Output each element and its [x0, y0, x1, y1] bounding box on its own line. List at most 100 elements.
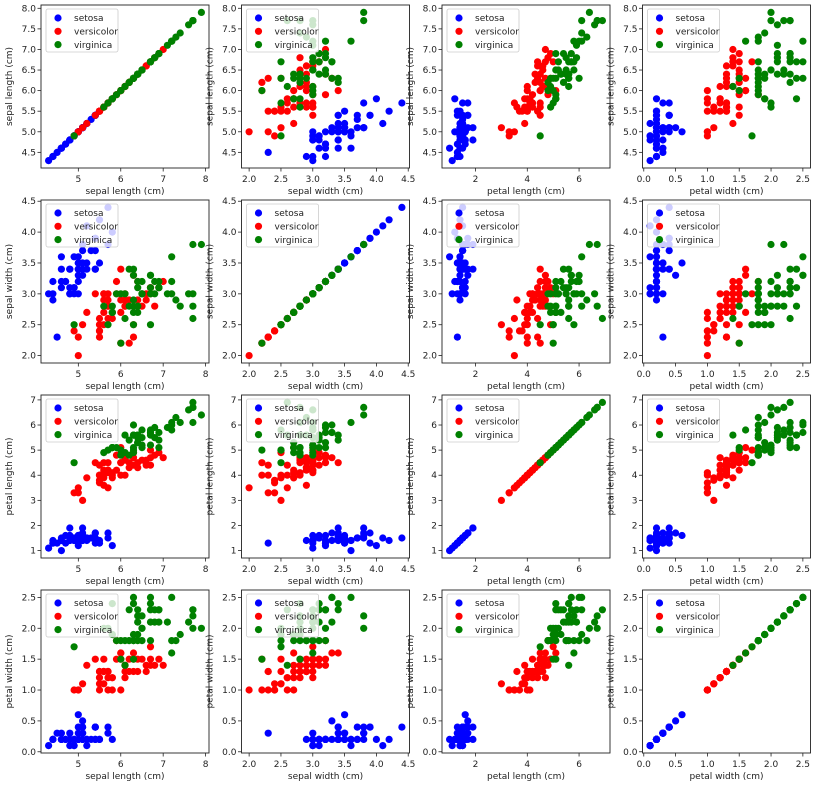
point-versicolor — [729, 296, 737, 304]
point-versicolor — [264, 667, 272, 676]
point-virginica — [562, 70, 570, 78]
point-virginica — [786, 398, 794, 406]
x-tick-label: 3.5 — [337, 370, 351, 380]
point-setosa — [372, 735, 380, 744]
point-virginica — [277, 643, 285, 651]
point-virginica — [729, 314, 737, 323]
point-versicolor — [112, 277, 121, 286]
point-setosa — [398, 723, 406, 731]
point-virginica — [189, 302, 197, 310]
y-tick-label: 4.0 — [623, 228, 638, 238]
point-virginica — [309, 637, 317, 645]
point-virginica — [792, 600, 801, 608]
point-setosa — [341, 735, 349, 744]
legend-label: setosa — [74, 14, 103, 24]
y-tick-label: 3 — [231, 496, 237, 506]
point-versicolor — [735, 459, 743, 467]
y-tick-label: 0.0 — [222, 748, 237, 758]
point-versicolor — [277, 496, 285, 504]
point-virginica — [146, 441, 155, 449]
point-setosa — [334, 735, 342, 744]
x-tick-label: 4.0 — [369, 565, 384, 575]
point-virginica — [146, 593, 155, 602]
point-virginica — [146, 637, 155, 645]
point-setosa — [66, 290, 74, 298]
y-tick-label: 8.0 — [423, 4, 438, 14]
axes-frame — [241, 394, 410, 559]
x-axis-label: petal width (cm) — [689, 187, 763, 197]
point-virginica — [585, 240, 594, 249]
point-virginica — [536, 459, 544, 467]
point-setosa — [315, 144, 323, 152]
point-virginica — [290, 308, 298, 316]
point-virginica — [134, 606, 142, 614]
point-virginica — [591, 290, 599, 298]
point-virginica — [290, 449, 298, 457]
axes-frame — [441, 589, 611, 754]
x-tick-label: 2.0 — [242, 175, 257, 185]
point-versicolor — [296, 459, 304, 467]
point-virginica — [792, 284, 801, 292]
point-virginica — [129, 421, 138, 429]
legend-marker-virginica — [455, 431, 463, 439]
point-virginica — [100, 449, 108, 457]
y-axis-label: petal width (cm) — [5, 634, 15, 708]
legend-marker-versicolor — [254, 27, 263, 35]
point-virginica — [129, 600, 138, 608]
point-virginica — [134, 637, 142, 645]
point-setosa — [309, 735, 317, 744]
point-versicolor — [309, 99, 317, 107]
x-tick-label: 2 — [473, 565, 479, 575]
point-virginica — [536, 643, 544, 651]
y-tick-label: 5 — [632, 446, 638, 456]
legend-label: setosa — [475, 209, 504, 219]
y-tick-label: 5.0 — [423, 128, 438, 138]
point-setosa — [315, 742, 323, 750]
point-setosa — [91, 265, 99, 273]
legend-marker-virginica — [254, 626, 263, 634]
point-setosa — [652, 95, 661, 103]
y-tick-label: 6.0 — [623, 87, 638, 97]
x-tick-label: 4.5 — [401, 760, 415, 770]
y-tick-label: 4.5 — [22, 197, 36, 207]
point-versicolor — [513, 296, 521, 304]
legend-marker-setosa — [54, 599, 62, 607]
point-virginica — [549, 321, 557, 329]
point-versicolor — [138, 655, 146, 663]
point-virginica — [129, 446, 138, 454]
legend-marker-setosa — [455, 14, 463, 22]
x-tick-label: 2.0 — [242, 760, 257, 770]
point-versicolor — [523, 333, 531, 341]
legend-marker-versicolor — [455, 27, 463, 35]
point-setosa — [49, 539, 57, 547]
x-axis-label: petal width (cm) — [689, 382, 763, 392]
legend-marker-virginica — [655, 236, 664, 244]
point-virginica — [735, 302, 743, 310]
point-virginica — [189, 290, 197, 298]
point-versicolor — [151, 302, 159, 310]
point-virginica — [598, 398, 607, 406]
y-axis-label: petal width (cm) — [406, 634, 416, 708]
point-virginica — [121, 431, 129, 439]
point-virginica — [593, 612, 601, 620]
point-virginica — [129, 302, 138, 310]
point-versicolor — [523, 107, 531, 115]
point-virginica — [570, 37, 578, 45]
point-setosa — [464, 111, 472, 119]
point-setosa — [659, 265, 667, 273]
point-versicolor — [258, 471, 266, 479]
point-versicolor — [302, 62, 310, 70]
y-axis-label: petal length (cm) — [607, 438, 617, 516]
point-versicolor — [129, 333, 138, 341]
point-virginica — [786, 418, 794, 427]
x-tick-label: 4.0 — [369, 370, 384, 380]
point-virginica — [112, 91, 121, 99]
point-virginica — [168, 37, 176, 45]
subplot-0-1: 2.0 2.5 3.0 3.5 4.0 4.5 4.5 5.0 5.5 6.0 6.5 7.0 7.5 8… — [206, 4, 416, 197]
point-virginica — [767, 449, 775, 457]
x-tick-label: 5 — [75, 760, 81, 770]
point-versicolor — [539, 290, 547, 298]
point-versicolor — [108, 314, 116, 323]
point-virginica — [786, 78, 794, 86]
point-versicolor — [510, 686, 518, 694]
